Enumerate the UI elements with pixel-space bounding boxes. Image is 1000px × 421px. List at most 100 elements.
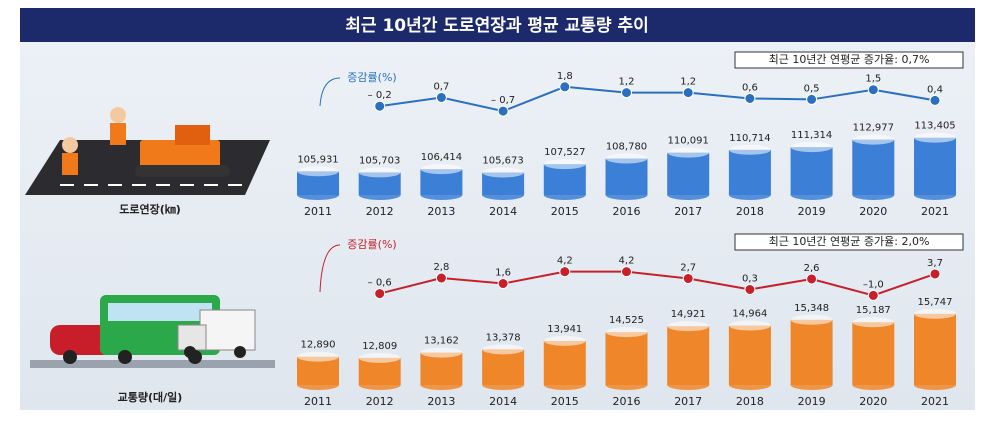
cylinder	[728, 149, 771, 195]
vehicle-illustration	[30, 295, 275, 368]
growth-label: 2,7	[680, 263, 696, 274]
value-label: 14,525	[609, 315, 644, 326]
title-bar	[20, 8, 975, 42]
x-tick-label: 2013	[427, 205, 455, 218]
cylinder-top	[358, 352, 401, 363]
growth-label: 1,6	[495, 268, 511, 279]
growth-dot	[806, 273, 818, 285]
cylinder-top	[605, 327, 648, 338]
x-tick-label: 2020	[859, 205, 887, 218]
value-label: 105,931	[297, 154, 338, 165]
growth-dot	[744, 283, 756, 295]
growth-dot	[929, 94, 941, 106]
series-label: 도로연장(㎞)	[119, 202, 181, 216]
value-label: 15,747	[918, 297, 953, 308]
growth-dot	[867, 289, 879, 301]
value-label: 113,405	[914, 121, 955, 132]
cylinder-top	[914, 132, 956, 143]
cylinder-top	[852, 317, 895, 328]
legend-arrow	[319, 244, 341, 293]
value-label: 13,941	[547, 324, 582, 335]
cylinder	[667, 326, 710, 385]
x-tick-label: 2018	[736, 395, 764, 408]
value-label: 13,162	[424, 336, 459, 347]
growth-label: 0,7	[433, 81, 449, 92]
cylinder	[297, 171, 339, 195]
x-tick-label: 2014	[489, 205, 517, 218]
growth-label: 1,2	[619, 77, 635, 88]
cylinder	[358, 172, 401, 195]
cylinder	[420, 352, 463, 385]
cylinder	[543, 340, 586, 385]
growth-dot	[497, 105, 509, 117]
cylinder-top	[420, 164, 463, 175]
growth-label: 0,5	[804, 83, 820, 94]
growth-label: –1,0	[863, 279, 884, 290]
x-tick-label: 2016	[613, 205, 641, 218]
cylinder	[790, 147, 833, 195]
growth-dot	[374, 100, 386, 112]
growth-label: – 0,6	[368, 278, 392, 289]
value-label: 15,348	[794, 303, 829, 314]
x-tick-label: 2012	[366, 395, 394, 408]
cylinder-top	[728, 320, 771, 331]
growth-dot	[435, 91, 447, 103]
value-label: 110,091	[668, 136, 709, 147]
growth-dot	[435, 272, 447, 284]
x-tick-label: 2017	[674, 395, 702, 408]
growth-label: 1,2	[680, 77, 696, 88]
road-illustration	[25, 107, 270, 195]
value-label: 105,673	[482, 155, 523, 166]
cylinder	[482, 172, 525, 195]
x-tick-label: 2019	[798, 395, 826, 408]
x-tick-label: 2015	[551, 205, 579, 218]
growth-dot	[682, 273, 694, 285]
cylinder	[605, 158, 648, 195]
cylinder-top	[297, 166, 339, 177]
growth-dot	[621, 266, 632, 278]
cylinder	[728, 325, 771, 385]
cylinder-top	[420, 347, 463, 358]
growth-dot	[682, 87, 694, 99]
legend-arrow	[319, 77, 341, 107]
growth-dot	[497, 278, 509, 290]
cylinder-top	[914, 308, 956, 319]
cylinder-top	[297, 351, 339, 362]
growth-label: 0,4	[927, 84, 943, 95]
x-tick-label: 2011	[304, 395, 332, 408]
growth-label: – 0,7	[491, 95, 515, 106]
cylinder-top	[482, 344, 525, 355]
value-label: 112,977	[853, 123, 894, 134]
x-tick-label: 2013	[427, 395, 455, 408]
growth-dot	[929, 268, 941, 280]
x-tick-label: 2016	[613, 395, 641, 408]
value-label: 14,964	[732, 309, 767, 320]
cylinder	[852, 322, 895, 385]
series-label: 교통량(대/일)	[118, 390, 183, 404]
x-tick-label: 2018	[736, 205, 764, 218]
growth-label: 1,5	[865, 74, 881, 85]
growth-dot	[559, 81, 571, 93]
x-tick-label: 2019	[798, 205, 826, 218]
cylinder	[543, 164, 586, 195]
value-label: 107,527	[544, 147, 585, 158]
value-label: 106,414	[421, 152, 462, 163]
x-tick-label: 2014	[489, 395, 517, 408]
annotation-box	[734, 233, 964, 251]
growth-label: 1,8	[557, 71, 573, 82]
cylinder	[790, 319, 833, 385]
growth-dot	[806, 93, 818, 105]
cylinder-top	[728, 144, 771, 155]
cylinder-top	[790, 314, 833, 325]
growth-label: 2,8	[433, 262, 449, 273]
cylinder	[852, 139, 895, 195]
cylinder-top	[543, 159, 586, 170]
x-tick-label: 2012	[366, 205, 394, 218]
x-tick-label: 2017	[674, 205, 702, 218]
cylinder-top	[482, 167, 525, 178]
value-label: 14,921	[671, 309, 706, 320]
value-label: 108,780	[606, 141, 647, 152]
cylinder	[605, 332, 648, 385]
x-tick-label: 2011	[304, 205, 332, 218]
